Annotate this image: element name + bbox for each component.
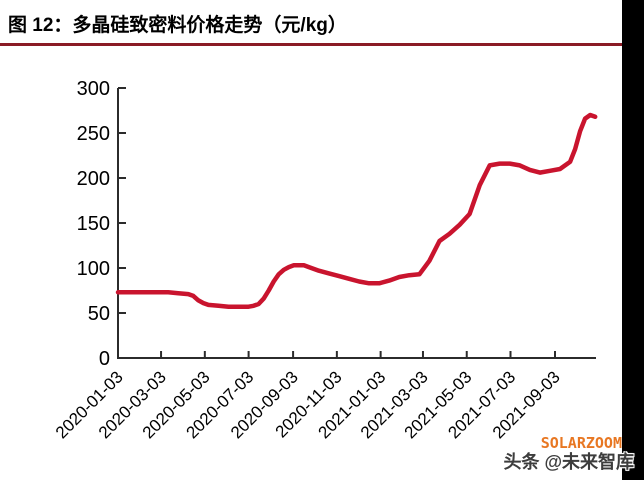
price-line bbox=[115, 112, 598, 309]
y-tick-label: 150 bbox=[77, 213, 110, 235]
y-tick-label: 250 bbox=[77, 123, 110, 145]
title-underline bbox=[0, 43, 628, 46]
y-tick-label: 50 bbox=[88, 303, 110, 325]
y-tick-label: 100 bbox=[77, 258, 110, 280]
y-tick-label: 300 bbox=[77, 78, 110, 100]
figure-title: 图 12：多晶硅致密料价格走势（元/kg） bbox=[8, 15, 347, 36]
watermark-solarzoom-label: SOLARZOOM bbox=[540, 434, 622, 452]
right-edge-bar bbox=[622, 0, 644, 480]
y-tick-label: 0 bbox=[99, 348, 110, 370]
y-tick-label: 200 bbox=[77, 168, 110, 190]
watermark-toutiao-byline: 头条 @未来智库 bbox=[503, 452, 634, 472]
axis-lines bbox=[117, 88, 596, 359]
